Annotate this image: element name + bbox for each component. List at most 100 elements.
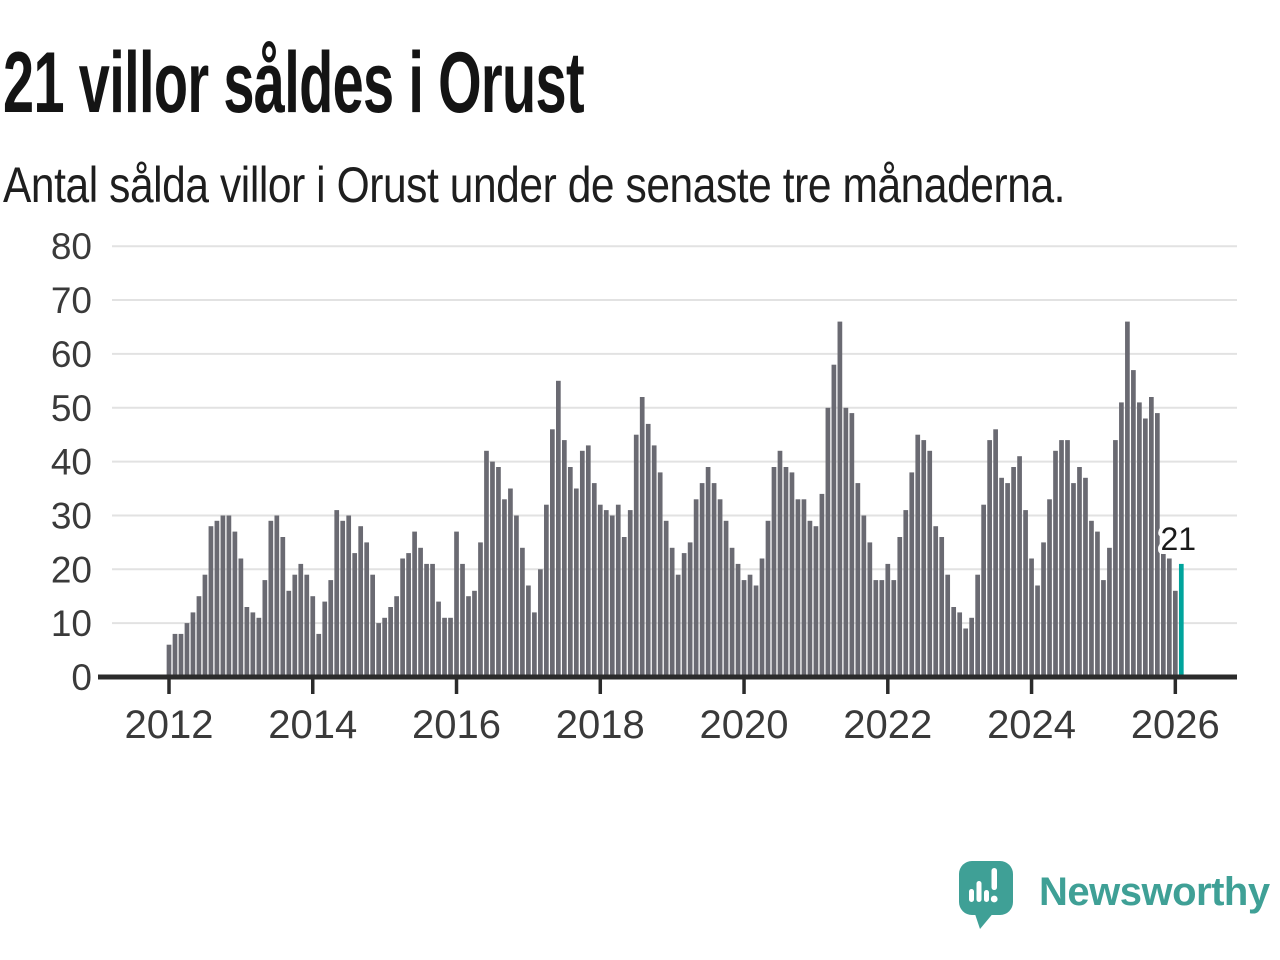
bar (1035, 585, 1040, 677)
bar (687, 542, 693, 677)
bar (412, 531, 417, 677)
x-axis-label: 2012 (125, 703, 214, 747)
bar (196, 596, 202, 677)
bar (1149, 397, 1154, 677)
bar (166, 644, 172, 677)
bar (987, 440, 992, 677)
x-axis-label: 2016 (412, 703, 501, 747)
bar (801, 499, 807, 677)
bar (1125, 321, 1130, 677)
bar (1131, 370, 1136, 677)
bar (633, 434, 639, 677)
bar (717, 499, 723, 677)
bar (544, 504, 549, 677)
bar (831, 364, 837, 677)
bar (514, 515, 519, 677)
bar (472, 590, 477, 677)
bar (903, 510, 909, 677)
bar (1095, 531, 1100, 677)
bar (250, 612, 256, 677)
newsworthy-icon (959, 861, 1013, 929)
bar (873, 580, 879, 677)
bar (663, 520, 669, 677)
bar (825, 407, 831, 678)
bar (454, 531, 459, 677)
bar (729, 547, 735, 677)
bar (172, 633, 178, 677)
bar (394, 596, 399, 677)
bar (364, 542, 370, 677)
bar (915, 434, 921, 677)
x-axis-label: 2014 (268, 703, 357, 747)
page-title: 21 villor såldes i Orust (3, 35, 585, 131)
bar (1041, 542, 1046, 677)
bar (981, 504, 986, 677)
bar (585, 445, 591, 677)
bar (579, 450, 585, 677)
bar (789, 472, 795, 677)
bar (1047, 499, 1052, 677)
y-axis-label: 10 (51, 603, 92, 644)
bar (777, 450, 783, 677)
bar (1119, 402, 1124, 677)
bar (388, 607, 393, 677)
bar (352, 553, 358, 677)
chart-subtitle: Antal sålda villor i Orust under de sena… (3, 157, 1066, 213)
bar (609, 515, 615, 677)
bar (597, 504, 603, 677)
bar (897, 537, 903, 677)
bar (490, 461, 495, 677)
bar (567, 467, 573, 677)
bar (657, 472, 663, 677)
bar (280, 537, 286, 677)
bar (382, 617, 387, 677)
bar (765, 520, 771, 677)
bar (370, 574, 376, 677)
bar (561, 440, 567, 677)
bar (867, 542, 873, 677)
bar (1065, 440, 1070, 677)
bar (358, 526, 364, 677)
bar (1101, 580, 1106, 677)
y-axis-label: 40 (51, 442, 92, 483)
bar (262, 580, 268, 677)
bar (220, 515, 226, 677)
bar (957, 612, 963, 677)
y-axis-label: 30 (51, 495, 92, 536)
bar (478, 542, 483, 677)
bar (573, 488, 579, 677)
bar (837, 321, 843, 677)
bar (226, 515, 232, 677)
bar (556, 380, 561, 677)
bar (783, 467, 789, 677)
bar (1155, 413, 1160, 677)
bar (993, 429, 998, 677)
bar (496, 467, 501, 677)
bar (933, 526, 939, 677)
bar (927, 450, 933, 677)
bar (538, 569, 543, 677)
bar (1137, 402, 1142, 677)
bar (274, 515, 280, 677)
bar (322, 601, 328, 677)
bar (316, 633, 322, 677)
bar (310, 596, 316, 677)
bar (418, 547, 423, 677)
bar (298, 563, 304, 677)
bar (747, 574, 753, 677)
bar (448, 617, 453, 677)
bar (340, 520, 346, 677)
bar (184, 623, 190, 677)
bar (759, 558, 765, 677)
bar (334, 510, 340, 677)
bar (1011, 467, 1016, 677)
x-axis-label: 2024 (987, 703, 1076, 747)
bar (735, 563, 741, 677)
bar (502, 499, 507, 677)
newsworthy-logo: Newsworthy (958, 860, 1270, 932)
bar (639, 397, 645, 677)
bar (256, 617, 262, 677)
bar (400, 558, 405, 677)
bar (430, 563, 435, 677)
